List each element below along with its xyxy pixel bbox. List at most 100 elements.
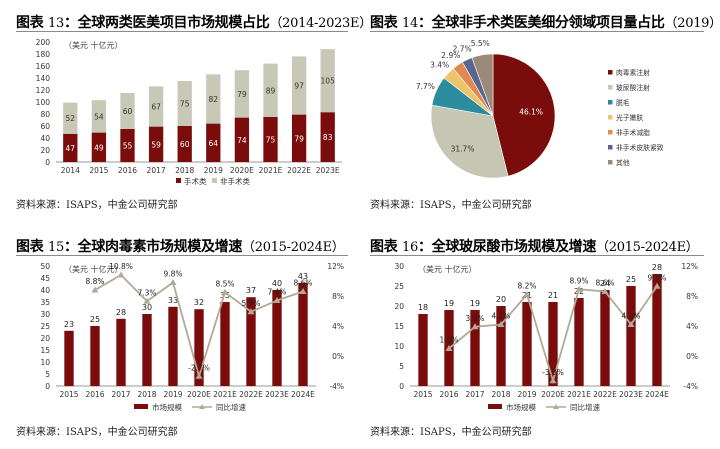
legend-label-nonsurgical: 非手术类 [220, 176, 250, 186]
y-tick-label: 30 [40, 310, 50, 319]
y2-tick-label: 12% [681, 262, 698, 271]
pie-slice [430, 104, 509, 179]
bar-data-label: 35 [220, 291, 230, 300]
bar-data-label: 19 [470, 299, 480, 308]
title-prefix: 图表 [370, 239, 398, 255]
bar-market-size [194, 309, 204, 386]
chart13-rule [16, 31, 348, 32]
bar-market-size [470, 310, 480, 386]
y-tick-label: 160 [36, 62, 51, 71]
y2-tick-label: 12% [327, 262, 344, 271]
title-main: 全球玻尿酸市场规模及增速 [431, 239, 597, 255]
x-tick-label: 2018 [491, 390, 510, 399]
bar-data-label: 32 [194, 298, 204, 307]
chart14-rule [370, 31, 704, 32]
bar-data-label: 18 [418, 303, 428, 312]
bar-market-size [220, 302, 230, 386]
legend-label: 肉毒素注射 [616, 68, 650, 77]
bar-market-size [272, 290, 282, 386]
bar-market-size [600, 290, 610, 386]
legend-swatch [608, 115, 613, 120]
growth-data-label: 9.3% [647, 273, 666, 282]
data-label-nonsurgical: 52 [66, 114, 76, 123]
x-tick-label: 2016 [85, 390, 104, 399]
bar-market-size [64, 330, 74, 386]
y-tick-label: 140 [36, 74, 51, 83]
legend-label: 其他 [616, 158, 630, 167]
x-tick-label: 2020E [187, 390, 211, 399]
y-tick-label: 10 [394, 342, 404, 351]
y-tick-label: 60 [40, 122, 50, 131]
x-tick-label: 2022E [287, 166, 311, 175]
growth-data-label: 3.9% [465, 314, 484, 323]
x-tick-label: 2020E [541, 390, 565, 399]
bar-nonsurgical [291, 56, 307, 115]
title-number: 13 [47, 16, 64, 31]
bar-market-size [574, 298, 584, 386]
y-tick-label: 100 [36, 98, 51, 107]
y-tick-label: 120 [36, 86, 51, 95]
bar-data-label: 37 [246, 286, 256, 295]
y-tick-label: 5 [399, 362, 404, 371]
growth-data-label: 8.9% [569, 276, 588, 285]
chart15-title: 图表 15：全球肉毒素市场规模及增速（2015-2024E） [16, 239, 345, 255]
growth-data-label: 8.8% [85, 277, 104, 286]
chart16-source: 资料来源：ISAPS，中金公司研究部 [370, 427, 532, 438]
bar-market-size [522, 302, 532, 386]
title-year: （2019） [664, 16, 720, 31]
legend-swatch-bar [134, 404, 148, 409]
bar-market-size [298, 282, 308, 386]
y-tick-label: 30 [394, 262, 404, 271]
growth-marker [299, 288, 307, 294]
chart16-svg: 0 5 10 15 20 25 30 -4% 0% 4% 8% 12% （美元 十亿元） 18 2015 19… [394, 262, 698, 412]
x-tick-label: 2015 [59, 390, 78, 399]
x-tick-label: 2017 [111, 390, 130, 399]
y-tick-label: 0 [45, 382, 50, 391]
y-tick-label: 45 [40, 274, 50, 283]
growth-data-label: 1.0% [439, 336, 458, 345]
legend-label: 脱毛 [616, 98, 630, 107]
chart13-source: 资料来源：ISAPS，中金公司研究部 [16, 200, 178, 211]
bar-data-label: 43 [298, 272, 308, 281]
bar-data-label: 25 [90, 315, 100, 324]
chart14-source: 资料来源：ISAPS，中金公司研究部 [370, 200, 532, 211]
title-prefix: 图表 [370, 15, 398, 31]
growth-marker [169, 279, 177, 285]
y-tick-label: 15 [40, 346, 50, 355]
y2-tick-label: 4% [332, 322, 344, 331]
title-year: （2015-2024E） [596, 240, 699, 255]
growth-marker [601, 288, 609, 294]
legend-marker-line [553, 404, 559, 409]
y2-tick-label: 8% [686, 292, 698, 301]
legend-label: 玻尿酸注射 [616, 83, 650, 92]
legend-swatch-bar [488, 404, 502, 409]
bar-market-size [116, 318, 126, 386]
x-tick-label: 2022E [239, 390, 263, 399]
bar-market-size [652, 274, 662, 386]
y2-tick-label: 8% [332, 292, 344, 301]
growth-marker [445, 345, 453, 351]
legend-swatch [608, 130, 613, 135]
legend-marker-line [199, 404, 205, 409]
x-tick-label: 2014 [61, 166, 80, 175]
y2-tick-label: 0% [686, 352, 698, 361]
bar-data-label: 20 [496, 295, 506, 304]
bar-data-label: 23 [64, 320, 74, 329]
bar-nonsurgical [234, 70, 250, 118]
unit-label: （美元 十亿元） [64, 40, 123, 50]
bar-surgical [320, 112, 335, 162]
y-tick-label: 5 [45, 370, 50, 379]
y2-tick-label: -4% [683, 382, 698, 391]
growth-marker [575, 285, 583, 292]
bar-nonsurgical [263, 63, 278, 117]
y-tick-label: 40 [40, 286, 50, 295]
x-tick-label: 2017 [147, 166, 166, 175]
growth-data-label: 10.8% [109, 262, 133, 271]
bar-data-label: 40 [272, 279, 282, 288]
data-label-nonsurgical: 89 [266, 86, 276, 95]
title-main: 全球非手术类医美细分领域项目量占比 [431, 15, 665, 31]
growth-data-label: 8.6% [293, 279, 312, 288]
title-number: 16 [401, 240, 418, 255]
x-tick-label: 2020E [230, 166, 254, 175]
y-tick-label: 40 [40, 134, 50, 143]
